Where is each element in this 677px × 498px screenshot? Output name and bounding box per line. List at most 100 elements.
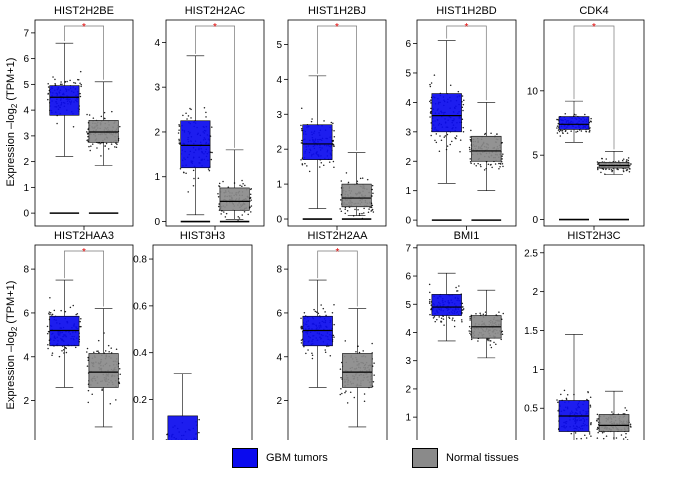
point-normal-hist1h2bd xyxy=(501,162,504,165)
y-axis-label-bottom: Expression –log2 (TPM+1) xyxy=(5,281,19,410)
point-tumor-hist2h2ac xyxy=(197,177,200,180)
y-tick-label-hist2h2ac: 4 xyxy=(154,38,160,49)
box-normal-hist1h2bd xyxy=(471,135,502,162)
point-normal-hist1h2bj xyxy=(361,177,364,179)
point-normal-hist1h2bd xyxy=(498,168,500,170)
panel-frame-hist3h3 xyxy=(152,244,253,452)
point-normal-hist1h2bj xyxy=(347,181,350,184)
y-tick-label-hist2h2be: 1 xyxy=(23,183,29,194)
point-tumor-hist2h3c xyxy=(557,401,559,404)
box-tumor-hist3h3 xyxy=(167,415,198,447)
point-normal-hist2haa3 xyxy=(87,389,90,392)
significance-star-hist2haa3: * xyxy=(82,247,86,258)
point-tumor-bmi1 xyxy=(461,306,464,308)
boxplot-grid: HIST2H2BE01234567*HIST2H2AC01234*HIST1H2… xyxy=(5,5,645,455)
panel-title-bmi1: BMI1 xyxy=(454,230,480,242)
point-normal-hist2h2be xyxy=(104,145,106,147)
point-normal-hist2h3c xyxy=(596,437,599,439)
point-normal-hist2h2be xyxy=(115,146,118,148)
point-tumor-hist2h2be xyxy=(79,82,81,84)
point-normal-hist1h2bj xyxy=(356,180,359,183)
point-tumor-cdk4 xyxy=(580,130,583,132)
point-normal-hist1h2bj xyxy=(361,212,363,215)
point-normal-hist2haa3 xyxy=(98,351,100,354)
point-normal-cdk4 xyxy=(618,160,620,162)
point-tumor-hist2h2ac xyxy=(203,106,206,109)
point-normal-hist2h2aa xyxy=(353,396,356,399)
point-tumor-hist2h2be xyxy=(79,92,81,95)
point-normal-cdk4 xyxy=(596,166,599,169)
point-normal-hist2h2aa xyxy=(344,340,347,342)
point-tumor-hist1h2bj xyxy=(301,139,303,142)
y-tick-label-hist2h2aa: 4 xyxy=(276,352,282,363)
panel-title-hist2h2aa: HIST2H2AA xyxy=(308,230,369,242)
point-normal-hist2h2ac xyxy=(225,212,228,215)
y-tick-label-bmi1: 3 xyxy=(405,356,411,367)
point-tumor-hist2haa3 xyxy=(46,325,49,328)
point-normal-hist2h2ac xyxy=(244,184,246,187)
point-normal-hist2h3c xyxy=(629,425,632,427)
point-normal-hist2haa3 xyxy=(93,351,95,354)
point-normal-hist1h2bd xyxy=(491,166,493,169)
point-tumor-hist1h2bj xyxy=(328,161,331,163)
point-tumor-hist1h2bd xyxy=(430,110,432,113)
point-normal-hist1h2bj xyxy=(371,184,374,187)
point-tumor-hist2h2aa xyxy=(314,310,317,313)
point-normal-hist2h2aa xyxy=(339,368,342,370)
point-normal-hist2h3c xyxy=(626,439,629,441)
point-normal-cdk4 xyxy=(605,158,608,160)
y-tick-label-hist2h2ac: 0 xyxy=(154,217,160,228)
point-tumor-hist1h2bd xyxy=(430,102,432,104)
point-normal-hist2h3c xyxy=(596,428,598,430)
point-normal-hist2haa3 xyxy=(107,344,110,347)
point-normal-hist1h2bd xyxy=(470,162,472,165)
point-tumor-hist2haa3 xyxy=(69,306,72,309)
point-normal-cdk4 xyxy=(621,159,624,162)
y-tick-label-hist3h3: 0.8 xyxy=(133,255,147,266)
point-normal-hist2h2ac xyxy=(250,205,253,207)
box-normal-hist2haa3 xyxy=(88,353,119,388)
point-normal-cdk4 xyxy=(605,168,607,171)
point-normal-hist1h2bd xyxy=(501,155,503,157)
point-tumor-hist2h3c xyxy=(574,432,577,434)
y-tick-label-hist2h3c: 2.5 xyxy=(524,248,538,259)
point-tumor-hist2h3c xyxy=(584,434,586,437)
point-tumor-hist2haa3 xyxy=(53,309,56,312)
point-tumor-hist1h2bd xyxy=(455,135,458,137)
point-tumor-hist2haa3 xyxy=(51,352,54,354)
point-tumor-bmi1 xyxy=(440,317,443,320)
point-normal-hist2h2be xyxy=(91,143,94,145)
point-normal-hist1h2bd xyxy=(479,163,482,166)
point-tumor-hist2h2aa xyxy=(324,351,327,353)
point-tumor-hist2h2ac xyxy=(185,172,187,174)
point-tumor-hist2h2ac xyxy=(207,168,210,170)
point-tumor-hist1h2bj xyxy=(308,170,311,173)
point-tumor-bmi1 xyxy=(460,319,463,321)
point-tumor-hist2h2ac xyxy=(179,168,182,170)
point-tumor-hist2h2ac xyxy=(177,132,180,134)
y-tick-label-hist2h2be: 2 xyxy=(23,157,29,168)
point-tumor-hist2h3c xyxy=(556,399,558,401)
point-normal-hist2h2ac xyxy=(250,211,252,213)
point-tumor-hist1h2bd xyxy=(461,106,464,109)
point-normal-hist2h2aa xyxy=(358,351,361,354)
y-tick-label-hist2h2be: 5 xyxy=(23,80,29,91)
point-tumor-cdk4 xyxy=(585,130,587,133)
point-tumor-hist2haa3 xyxy=(64,310,67,313)
point-tumor-hist2h2ac xyxy=(185,112,187,115)
box-tumor-cdk4 xyxy=(558,116,590,130)
point-tumor-hist2haa3 xyxy=(76,313,79,315)
point-normal-hist2h2be xyxy=(103,111,106,114)
point-tumor-hist2h2aa xyxy=(315,311,318,313)
y-tick-label-hist1h2bd: 1 xyxy=(405,186,411,197)
point-tumor-hist2h2ac xyxy=(210,158,213,161)
point-normal-hist2h2be xyxy=(110,143,113,145)
point-tumor-hist2haa3 xyxy=(62,348,65,351)
point-normal-cdk4 xyxy=(602,168,605,170)
point-tumor-cdk4 xyxy=(562,132,564,134)
point-tumor-hist1h2bj xyxy=(300,124,302,127)
y-tick-label-hist2haa3: 8 xyxy=(23,265,29,276)
point-normal-bmi1 xyxy=(482,313,485,316)
box-normal-hist2h2aa xyxy=(342,353,373,388)
point-normal-hist1h2bd xyxy=(469,161,472,163)
